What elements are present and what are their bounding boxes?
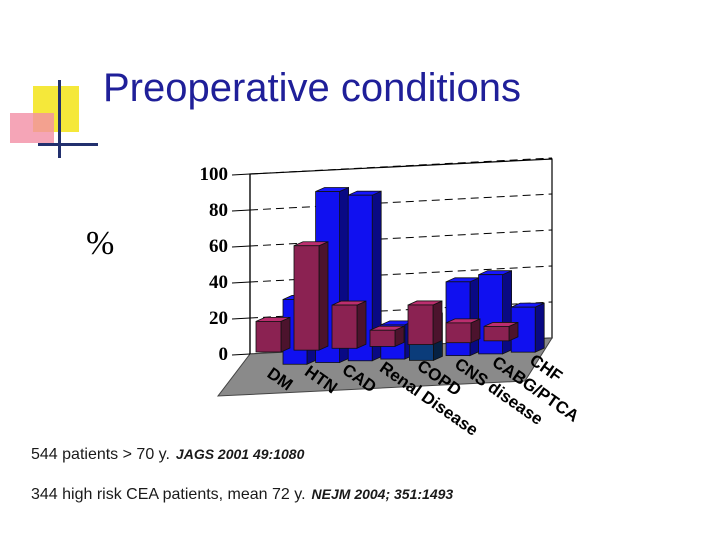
series-front-bars <box>255 241 519 353</box>
bar-front <box>445 318 481 344</box>
y-axis-ticks: 0 20 40 60 80 100 <box>200 164 251 365</box>
ornament-horizontal-line <box>38 143 98 146</box>
ornament-vertical-line <box>58 80 61 158</box>
bar-front <box>483 321 519 342</box>
bar-back <box>347 190 382 362</box>
bar-front <box>255 316 291 353</box>
y-tick-mark <box>231 173 251 176</box>
page-title: Preoperative conditions <box>103 66 522 110</box>
citation-1-ref: JAGS 2001 49:1080 <box>175 446 305 462</box>
y-tick-mark <box>231 353 251 356</box>
citation-2: 344 high risk CEA patients, mean 72 y. NE… <box>31 486 453 504</box>
y-tick-label: 40 <box>209 272 228 293</box>
gridline <box>249 193 553 211</box>
bar-back <box>445 277 480 357</box>
gridline <box>249 265 553 283</box>
y-tick-label: 80 <box>209 200 228 221</box>
citation-1: 544 patients > 70 y. JAGS 2001 49:1080 <box>31 446 304 464</box>
y-tick-label: 100 <box>200 164 229 185</box>
gridline <box>249 157 553 175</box>
bar-front <box>331 300 367 349</box>
y-tick-mark <box>231 317 251 320</box>
y-tick-label: 60 <box>209 236 228 257</box>
citation-2-ref: NEJM 2004; 351:1493 <box>311 486 454 502</box>
bar-back <box>510 302 545 353</box>
bar-back <box>478 270 513 355</box>
y-tick-mark <box>231 281 251 284</box>
y-tick-mark <box>231 209 251 212</box>
y-tick-label: 20 <box>209 308 228 329</box>
gridline <box>249 229 553 247</box>
citation-2-text: 344 high risk CEA patients, mean 72 y. <box>31 486 306 503</box>
y-tick-mark <box>231 245 251 248</box>
bar-front <box>407 300 443 346</box>
ornament-pink-square <box>10 113 54 143</box>
bar-front <box>369 325 405 348</box>
citation-1-text: 544 patients > 70 y. <box>31 446 170 463</box>
y-tick-label: 0 <box>219 344 229 365</box>
bar-front <box>293 241 329 351</box>
y-axis-unit-label: % <box>86 225 115 262</box>
slide-ornament <box>0 0 120 170</box>
